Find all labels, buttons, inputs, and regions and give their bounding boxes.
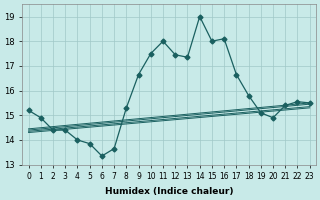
X-axis label: Humidex (Indice chaleur): Humidex (Indice chaleur) [105, 187, 233, 196]
